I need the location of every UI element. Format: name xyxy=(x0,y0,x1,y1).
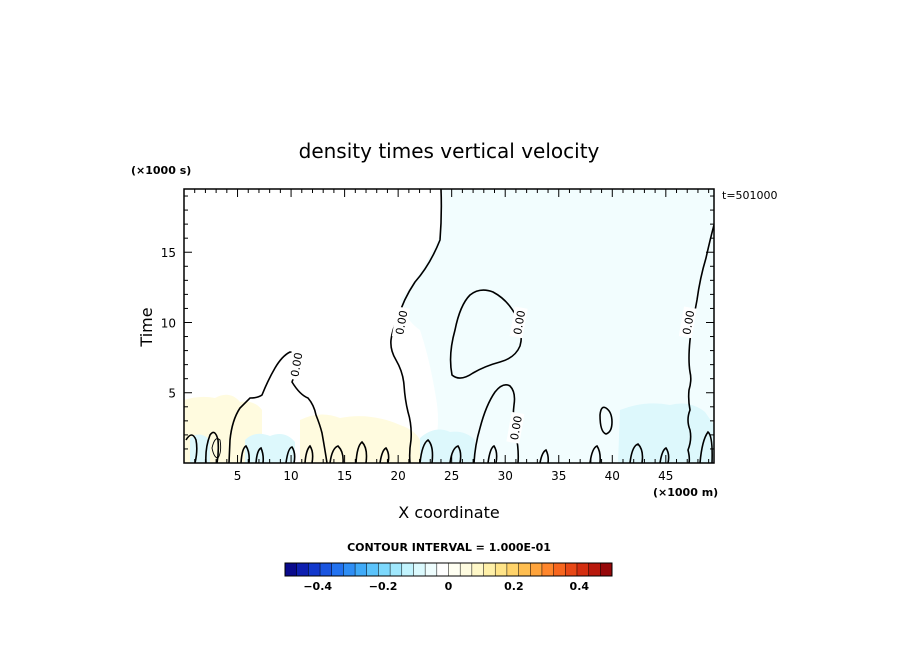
shade-light-blue-4 xyxy=(190,434,210,463)
colorbar-swatch xyxy=(425,563,438,576)
contour-level-label: 0.00 xyxy=(286,348,305,381)
contour-label-bg xyxy=(391,306,410,339)
colorbar-swatch xyxy=(320,563,333,576)
shade-negative-region xyxy=(400,189,714,463)
contour-label-bg xyxy=(678,306,697,339)
contour-bottom-wiggles xyxy=(185,430,713,463)
colorbar-swatch xyxy=(506,563,519,576)
contour-label-text: 0.00 xyxy=(288,352,305,378)
colorbar-swatch xyxy=(576,563,590,576)
chart-title: density times vertical velocity xyxy=(299,139,600,163)
colorbar-swatch xyxy=(413,563,426,576)
colorbar-swatch xyxy=(366,563,379,576)
contour-label-text: 0.00 xyxy=(508,415,525,441)
shade-light-blue-1 xyxy=(245,433,295,463)
contour-zero-central xyxy=(390,189,443,463)
x-tick-label: 35 xyxy=(551,469,566,483)
x-tick-label: 10 xyxy=(283,469,298,483)
contour-label-bg xyxy=(506,411,525,444)
colorbar xyxy=(284,562,613,577)
contour-small-loop xyxy=(599,406,613,435)
x-unit-label: (×1000 m) xyxy=(653,486,718,499)
colorbar-swatch xyxy=(296,563,309,576)
x-tick-label: 25 xyxy=(444,469,459,483)
x-tick-label: 30 xyxy=(498,469,513,483)
colorbar-swatch xyxy=(471,563,484,576)
y-tick-label: 15 xyxy=(161,246,176,260)
colorbar-swatch xyxy=(355,563,368,576)
contour-level-label: 0.00 xyxy=(509,306,528,339)
contour-label-text: 0.00 xyxy=(680,309,697,335)
shading-layer xyxy=(184,189,714,463)
colorbar-swatch xyxy=(448,563,461,576)
contour-label-bg xyxy=(509,306,528,339)
colorbar-tick-label: −0.2 xyxy=(369,580,398,593)
colorbar-frame xyxy=(284,562,613,577)
x-tick-labels: 5 10 15 20 25 30 35 40 45 xyxy=(234,469,674,483)
colorbar-swatch xyxy=(541,563,555,576)
time-stamp: t=501000 xyxy=(722,189,778,202)
colorbar-tick-label: 0.2 xyxy=(504,580,524,593)
y-tick-label: 10 xyxy=(161,316,176,330)
contour-label-text: 0.00 xyxy=(393,309,410,335)
y-unit-label: (×1000 s) xyxy=(131,164,191,177)
y-axis-label: Time xyxy=(137,307,156,347)
x-tick-label: 40 xyxy=(605,469,620,483)
colorbar-swatch xyxy=(518,563,531,576)
colorbar-swatch xyxy=(331,563,344,576)
colorbar-tick-label: −0.4 xyxy=(303,580,332,593)
contour-thin-wiggles xyxy=(211,438,222,459)
colorbar-tick-label: 0.4 xyxy=(570,580,590,593)
colorbar-tick-label: 0 xyxy=(445,580,453,593)
colorbar-swatch xyxy=(530,563,543,576)
colorbar-swatch xyxy=(390,563,403,576)
contour-label-text: 0.00 xyxy=(511,309,528,335)
x-tick-label: 5 xyxy=(234,469,242,483)
x-axis-label: X coordinate xyxy=(398,503,499,522)
colorbar-swatch xyxy=(553,563,566,576)
contour-level-label: 0.00 xyxy=(506,411,525,444)
colorbar-swatch xyxy=(483,563,496,576)
plot-frame xyxy=(183,188,715,464)
contour-labels: 0.00 0.00 0.00 0.00 0.00 xyxy=(286,306,697,444)
x-tick-label: 45 xyxy=(658,469,673,483)
axis-ticks xyxy=(184,189,714,463)
contour-interval-text: CONTOUR INTERVAL = 1.000E-01 xyxy=(347,541,551,554)
colorbar-swatch xyxy=(401,563,414,576)
colorbar-labels: −0.4 −0.2 0 0.2 0.4 xyxy=(303,580,589,593)
contour-zero-right xyxy=(687,224,714,463)
shade-positive-mid xyxy=(300,414,420,463)
contour-label-bg xyxy=(286,348,305,381)
y-tick-label: 5 xyxy=(168,387,176,401)
contour-lines xyxy=(185,189,714,463)
contour-level-label: 0.00 xyxy=(678,306,697,339)
colorbar-swatch xyxy=(588,563,601,576)
colorbar-swatch xyxy=(495,563,508,576)
x-tick-label: 20 xyxy=(391,469,406,483)
colorbar-swatch xyxy=(600,563,613,576)
x-tick-label: 15 xyxy=(337,469,352,483)
colorbar-swatch xyxy=(308,563,321,576)
colorbar-swatch xyxy=(378,563,391,576)
colorbar-swatch xyxy=(436,563,449,576)
colorbar-swatch xyxy=(460,563,473,576)
shade-light-blue-2 xyxy=(420,429,475,463)
colorbar-swatch xyxy=(343,563,356,576)
colorbar-swatch xyxy=(565,563,578,576)
y-tick-labels: 5 10 15 xyxy=(161,246,176,401)
contour-level-label: 0.00 xyxy=(391,306,410,339)
colorbar-swatch xyxy=(285,563,298,576)
shade-light-blue-3 xyxy=(618,403,714,463)
